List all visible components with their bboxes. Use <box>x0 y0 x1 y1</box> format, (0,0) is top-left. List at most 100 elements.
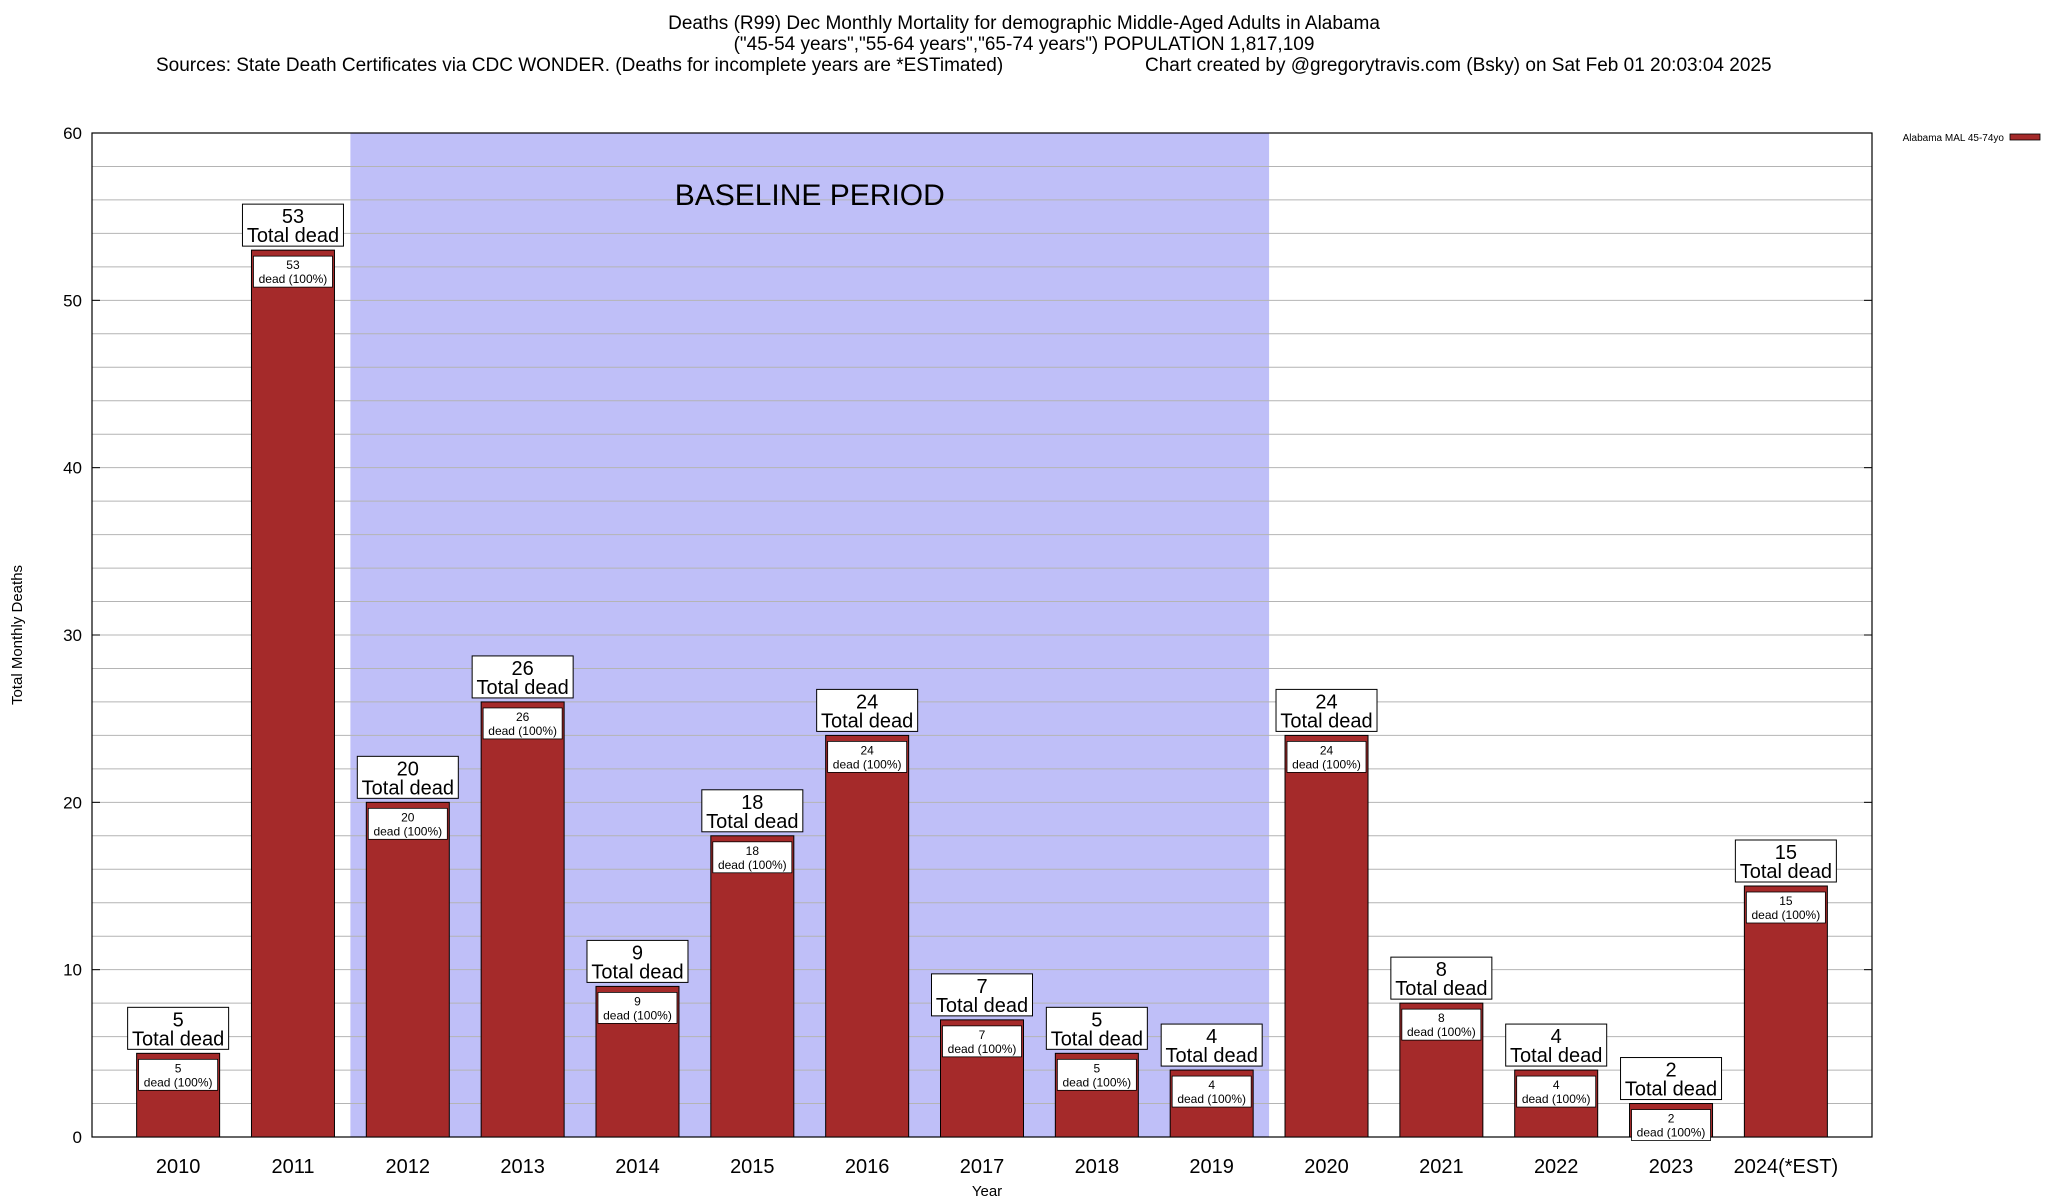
legend-swatch <box>2009 133 2041 141</box>
bar-inner-label: dead (100%) <box>948 1042 1017 1056</box>
x-tick-label: 2024(*EST) <box>1734 1156 1839 1178</box>
bar-inner-value: 15 <box>1779 894 1793 908</box>
y-tick-label: 20 <box>63 793 82 812</box>
x-tick-label: 2016 <box>845 1156 890 1178</box>
bar-total-label-box <box>471 655 574 699</box>
x-axis-label: Year <box>972 1183 1002 1200</box>
bar-inner-label: dead (100%) <box>1637 1126 1706 1140</box>
y-tick-label: 10 <box>63 961 82 980</box>
y-tick-label: 0 <box>73 1128 82 1147</box>
bar-total-label-box <box>1620 1057 1723 1101</box>
bar-inner-label: dead (100%) <box>373 824 442 838</box>
bar-total-label: Total dead <box>1740 861 1832 883</box>
bar-total-label: Total dead <box>936 995 1028 1017</box>
bar-total-label: Total dead <box>591 961 683 983</box>
bar-inner-label-box <box>1745 891 1826 924</box>
y-tick-label: 60 <box>63 124 82 143</box>
bar-inner-value: 20 <box>401 810 415 824</box>
bar <box>710 835 795 1138</box>
bar-total-value: 5 <box>173 1009 184 1031</box>
bar <box>365 801 450 1138</box>
chart-source-line: Sources: State Death Certificates via CD… <box>0 55 2048 118</box>
bar-inner-label-box <box>827 741 908 773</box>
bar-total-value: 8 <box>1436 959 1447 981</box>
x-tick-label: 2011 <box>271 1156 314 1178</box>
bar <box>250 249 335 1138</box>
bar-inner-value: 18 <box>746 844 760 858</box>
bar-total-label-box <box>931 973 1033 1017</box>
bar-total-label-box <box>586 939 689 983</box>
bar-total-label-box <box>127 1006 230 1050</box>
x-tick-label: 2020 <box>1304 1156 1349 1178</box>
chart-subtitle: ("45-54 years","55-64 years","65-74 year… <box>733 34 1315 55</box>
x-tick-label: 2021 <box>1419 1156 1464 1178</box>
bar-total-label: Total dead <box>706 811 798 833</box>
x-tick-label: 2018 <box>1075 1156 1120 1178</box>
x-tick-label: 2014 <box>615 1156 660 1178</box>
bar-total-value: 24 <box>1315 691 1337 713</box>
bar-total-label: Total dead <box>1510 1045 1602 1067</box>
bar-total-value: 24 <box>856 691 878 713</box>
bar-inner-value: 5 <box>175 1061 182 1075</box>
bar-inner-label-box <box>1401 1008 1482 1041</box>
x-tick-label: 2015 <box>730 1156 775 1178</box>
bar-inner-value: 4 <box>1553 1078 1560 1092</box>
chart-title: Deaths (R99) Dec Monthly Mortality for d… <box>668 13 1380 34</box>
bar-total-value: 5 <box>1091 1009 1102 1031</box>
bar-total-value: 2 <box>1665 1060 1676 1082</box>
bar <box>1743 885 1828 1138</box>
y-tick-label: 40 <box>63 459 82 478</box>
bar <box>1284 734 1369 1138</box>
bar-inner-label-box <box>253 255 333 288</box>
bar-inner-label-box <box>712 841 793 874</box>
bar-total-label: Total dead <box>247 225 339 247</box>
bar <box>480 701 565 1138</box>
chart-credit: Chart created by @gregorytravis.com (Bsk… <box>1145 55 1772 76</box>
bar-inner-label: dead (100%) <box>144 1075 213 1089</box>
bar-total-label: Total dead <box>1280 710 1372 732</box>
bar-total-label-box <box>1045 1006 1148 1050</box>
bar-total-value: 20 <box>397 758 419 780</box>
bar-inner-label: dead (100%) <box>1062 1075 1131 1089</box>
bar-inner-value: 2 <box>1668 1112 1675 1126</box>
bar-inner-label: dead (100%) <box>488 724 557 738</box>
bar-total-label-box <box>241 203 344 247</box>
bar-total-label: Total dead <box>1395 978 1487 1000</box>
bar-inner-label: dead (100%) <box>1752 908 1821 922</box>
bar-inner-label-box <box>367 807 448 840</box>
bar-total-value: 53 <box>282 206 304 228</box>
bar-inner-value: 9 <box>634 994 641 1008</box>
legend-label: Alabama MAL 45-74yo <box>1903 133 2005 144</box>
bar-inner-value: 7 <box>979 1028 986 1042</box>
bar-total-label: Total dead <box>821 710 913 732</box>
bar-inner-label: dead (100%) <box>603 1008 672 1022</box>
x-tick-label: 2017 <box>960 1156 1005 1178</box>
bar-total-label: Total dead <box>132 1028 224 1050</box>
bar-inner-label: dead (100%) <box>259 272 328 286</box>
bar-inner-label: dead (100%) <box>1292 757 1361 771</box>
bar-total-label: Total dead <box>1051 1028 1143 1050</box>
x-tick-label: 2010 <box>156 1156 201 1178</box>
bar-inner-value: 8 <box>1438 1011 1445 1025</box>
bar-inner-label-box <box>597 992 678 1024</box>
bar-inner-label-box <box>482 707 563 740</box>
baseline-period-label: BASELINE PERIOD <box>675 179 945 212</box>
bar-inner-value: 53 <box>286 258 300 272</box>
x-tick-label: 2022 <box>1534 1156 1579 1178</box>
bar-inner-value: 24 <box>860 743 874 757</box>
bar-total-label-box <box>1275 688 1378 732</box>
bar-total-label-box <box>701 789 804 833</box>
x-tick-label: 2019 <box>1189 1156 1234 1178</box>
bar-inner-value: 5 <box>1093 1061 1100 1075</box>
bar-total-label: Total dead <box>1166 1045 1258 1067</box>
bar-inner-label-box <box>1286 741 1367 773</box>
y-tick-label: 50 <box>63 291 82 310</box>
bar-inner-label: dead (100%) <box>718 858 787 872</box>
bar-inner-label-box <box>942 1025 1022 1058</box>
bar-inner-label-box <box>1171 1075 1252 1108</box>
y-tick-label: 30 <box>63 626 82 645</box>
bar-inner-label-box <box>138 1058 219 1091</box>
bar-total-value: 18 <box>741 792 763 814</box>
bar-total-label-box <box>1390 956 1493 1000</box>
bar-total-label: Total dead <box>476 677 568 699</box>
